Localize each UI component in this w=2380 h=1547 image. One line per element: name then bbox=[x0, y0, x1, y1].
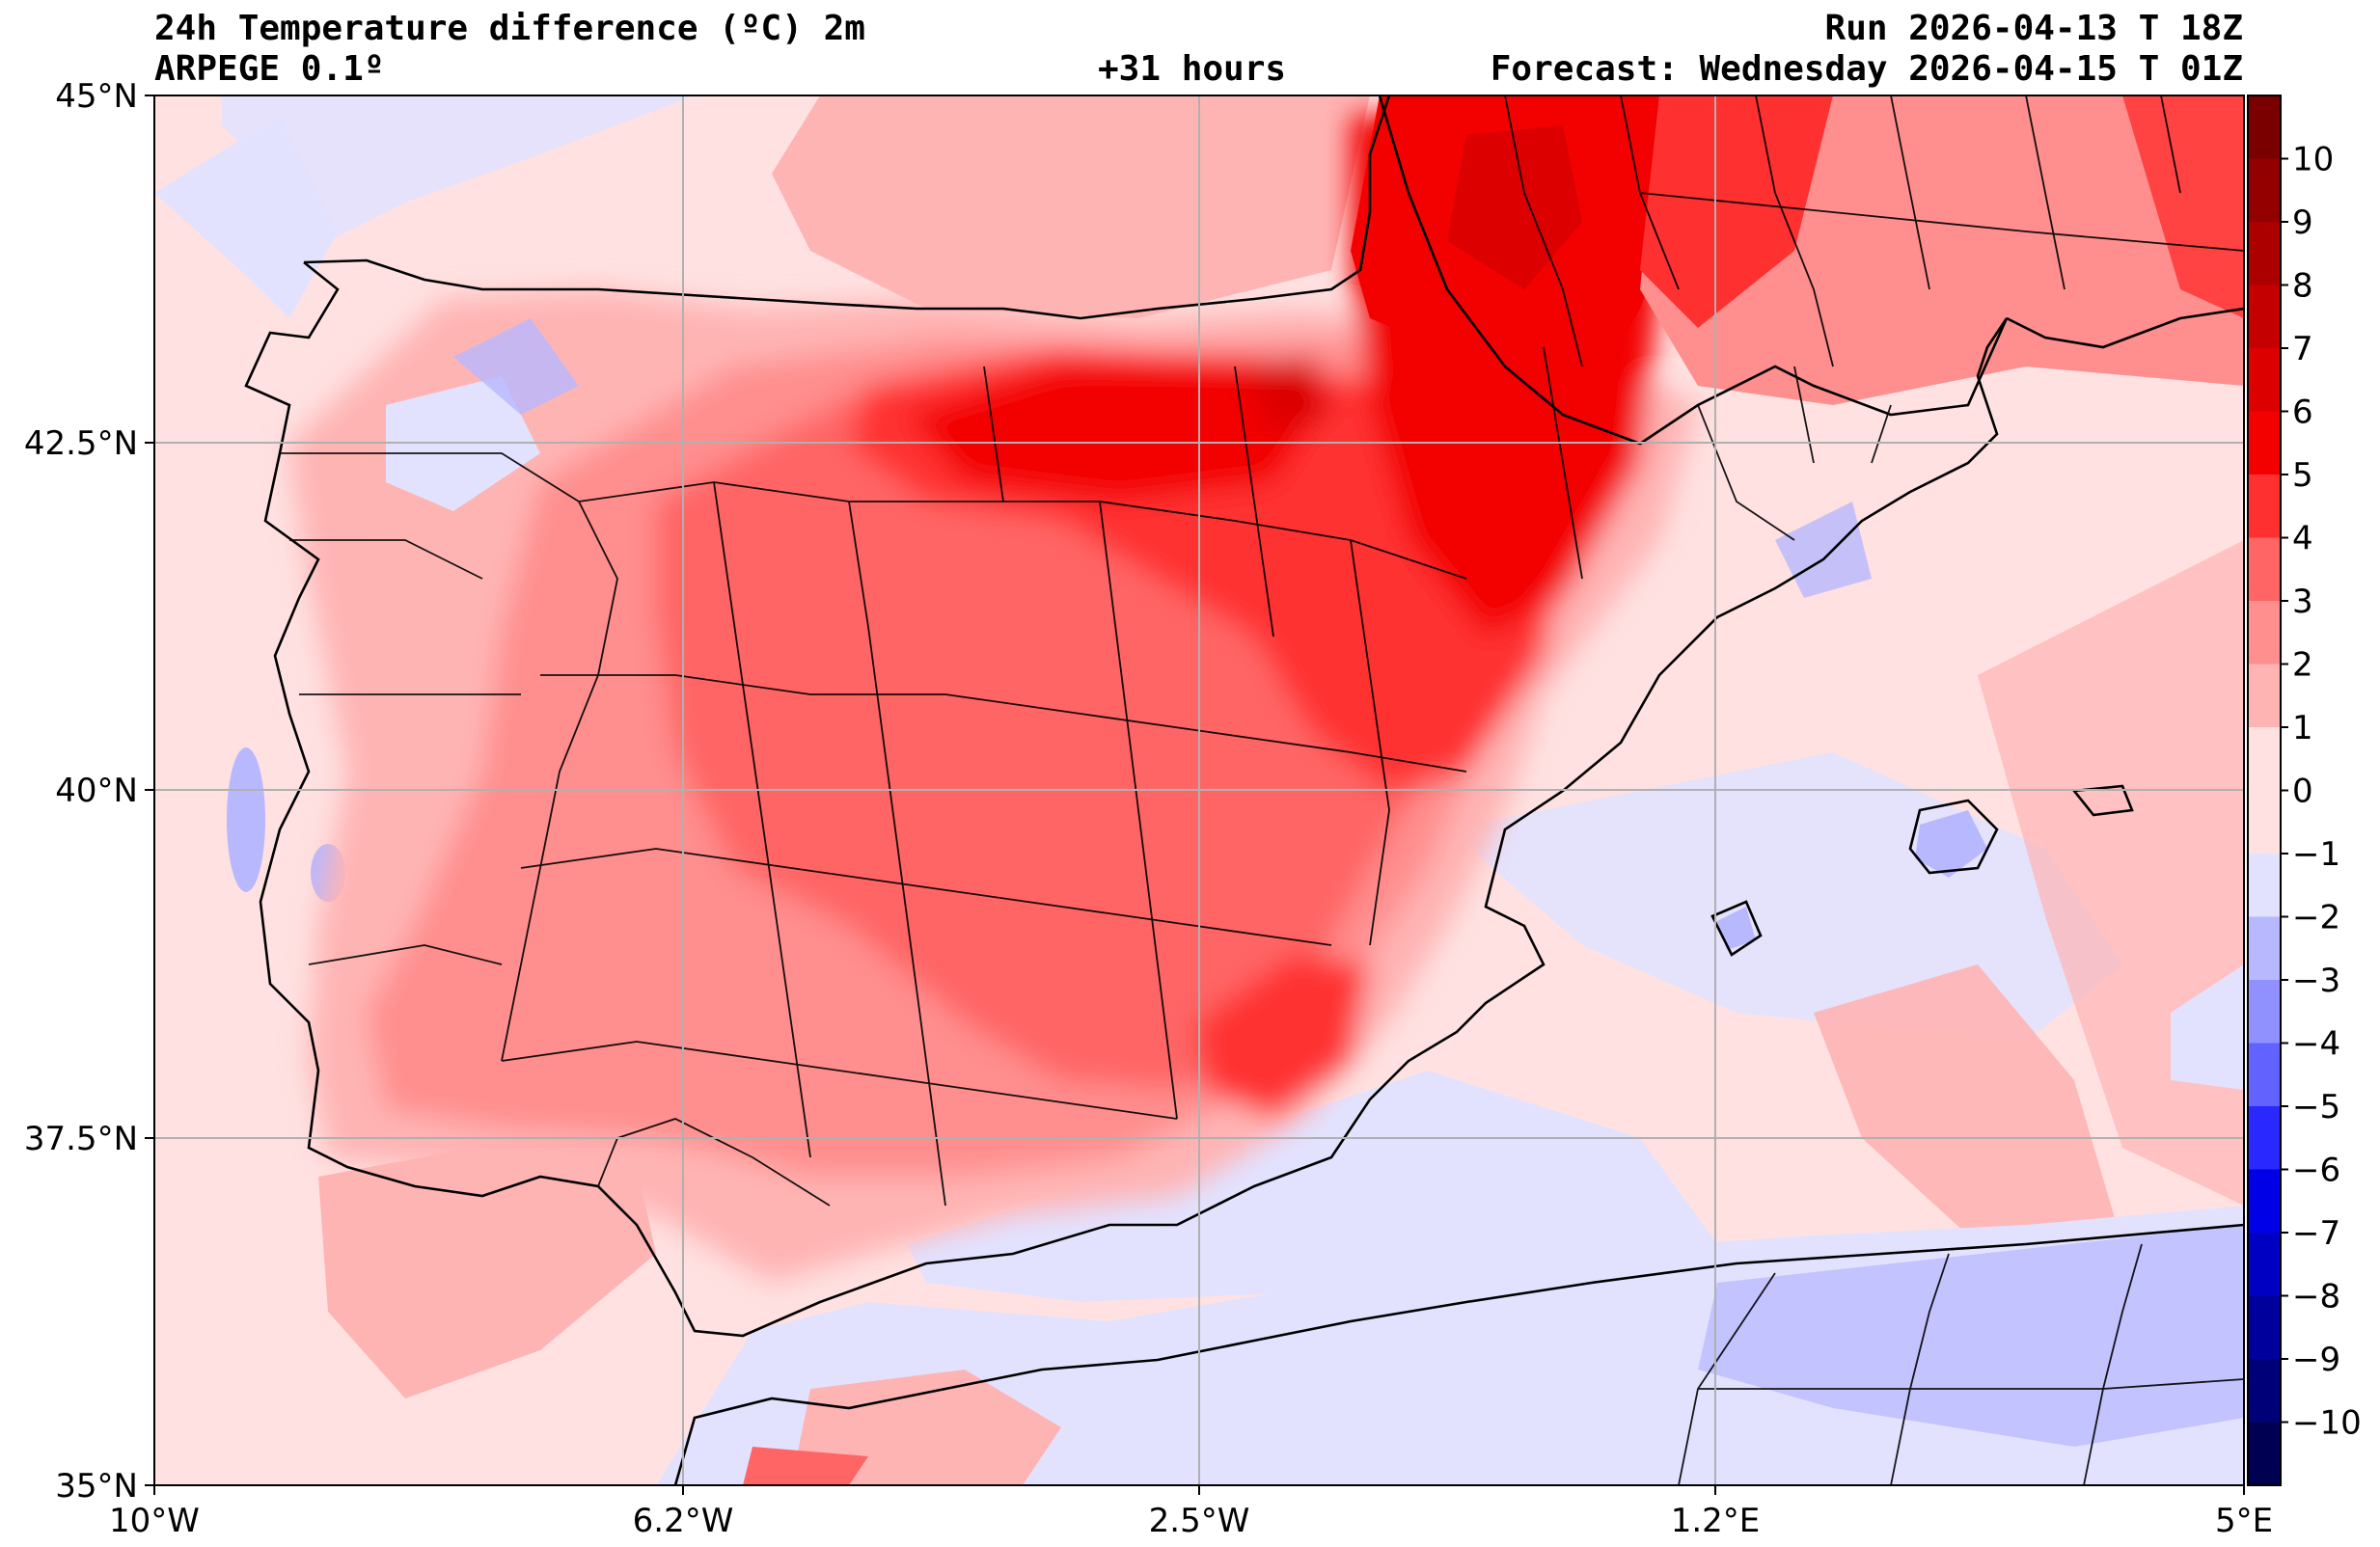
colorbar-band bbox=[2248, 158, 2281, 223]
colorbar-band bbox=[2248, 1422, 2281, 1486]
colorbar-band bbox=[2248, 854, 2281, 917]
lat-tick-label: 35°N bbox=[55, 1467, 138, 1506]
colorbar-band bbox=[2248, 601, 2281, 665]
lead-time-label: +31 hours bbox=[1098, 49, 1287, 89]
coastline bbox=[244, 95, 2244, 1485]
colorbar-label: 4 bbox=[2292, 520, 2313, 558]
colorbar-label: 6 bbox=[2292, 394, 2313, 432]
colorbar-band bbox=[2248, 285, 2281, 349]
graticule bbox=[154, 95, 2244, 1485]
colorbar-label: −1 bbox=[2292, 835, 2340, 874]
colorbar-band bbox=[2248, 475, 2281, 538]
colorbar-band bbox=[2248, 664, 2281, 728]
colorbar-band bbox=[2248, 411, 2281, 475]
colorbar-label: −6 bbox=[2292, 1152, 2340, 1190]
colorbar-band bbox=[2248, 348, 2281, 412]
colorbar-label: 5 bbox=[2292, 456, 2313, 495]
colorbar-band bbox=[2248, 980, 2281, 1044]
lon-tick-label: 2.5°W bbox=[1149, 1502, 1250, 1540]
colorbar-label: 8 bbox=[2292, 267, 2313, 306]
colorbar-band bbox=[2248, 1233, 2281, 1296]
run-label: Run 2026-04-13 T 18Z bbox=[1824, 9, 2243, 48]
lat-tick-label: 40°N bbox=[55, 772, 138, 810]
colorbar-band bbox=[2248, 1169, 2281, 1234]
colorbar-label: −5 bbox=[2292, 1088, 2340, 1126]
colorbar-label: −4 bbox=[2292, 1025, 2340, 1064]
colorbar-label: 1 bbox=[2292, 709, 2313, 747]
temperature-field bbox=[154, 95, 2244, 1485]
colorbar-band bbox=[2248, 1359, 2281, 1423]
colorbar-band bbox=[2248, 916, 2281, 981]
lat-tick-label: 37.5°N bbox=[24, 1120, 138, 1158]
lat-tick-label: 45°N bbox=[55, 77, 138, 116]
forecast-label: Forecast: Wednesday 2026-04-15 T 01Z bbox=[1490, 49, 2243, 89]
axis-ticks bbox=[145, 95, 2245, 1495]
colorbar-label: −8 bbox=[2292, 1278, 2340, 1316]
map-title: 24h Temperature difference (ºC) 2m bbox=[154, 9, 865, 48]
province-borders bbox=[280, 95, 2244, 1485]
colorbar-band bbox=[2248, 1043, 2281, 1107]
colorbar-band bbox=[2248, 727, 2281, 791]
lon-tick-label: 1.2°E bbox=[1671, 1502, 1761, 1540]
colorbar-band bbox=[2248, 790, 2281, 855]
colorbar-label: −2 bbox=[2292, 899, 2340, 937]
colorbar-label: −10 bbox=[2292, 1404, 2362, 1443]
colorbar-band bbox=[2248, 537, 2281, 602]
colorbar-label: 10 bbox=[2292, 141, 2334, 179]
colorbar-label: −9 bbox=[2292, 1341, 2340, 1379]
colorbar-label: −3 bbox=[2292, 962, 2340, 1000]
colorbar-band bbox=[2248, 95, 2281, 159]
lon-tick-label: 10°W bbox=[109, 1502, 200, 1540]
colorbar-band bbox=[2248, 1106, 2281, 1170]
colorbar-label: −7 bbox=[2292, 1214, 2340, 1253]
colorbar-band bbox=[2248, 222, 2281, 285]
lat-tick-label: 42.5°N bbox=[24, 424, 138, 463]
colorbar-label: 2 bbox=[2292, 646, 2313, 685]
lon-tick-label: 6.2°W bbox=[633, 1502, 734, 1540]
colorbar-label: 9 bbox=[2292, 204, 2313, 242]
colorbar-label: 3 bbox=[2292, 583, 2313, 621]
lon-tick-label: 5°E bbox=[2215, 1502, 2273, 1540]
colorbar-band bbox=[2248, 1295, 2281, 1360]
colorbar-label: 7 bbox=[2292, 330, 2313, 368]
model-label: ARPEGE 0.1º bbox=[154, 49, 385, 89]
colorbar-label: 0 bbox=[2292, 773, 2313, 811]
